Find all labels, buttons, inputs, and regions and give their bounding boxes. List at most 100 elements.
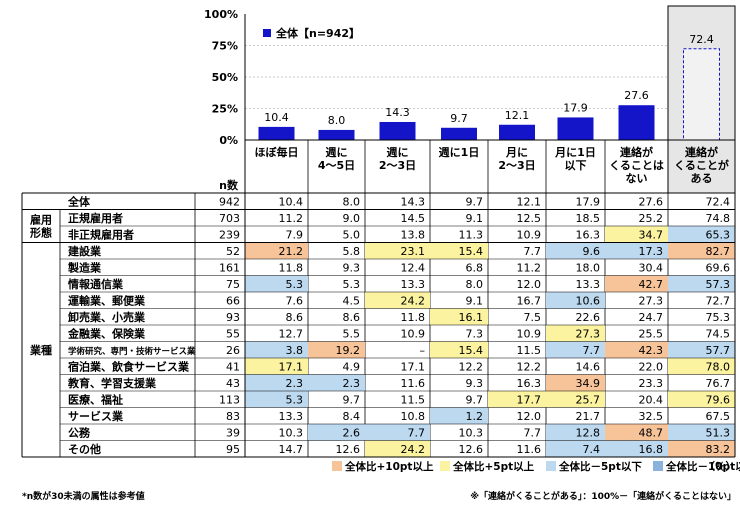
table-cell: 22.0 — [639, 361, 664, 374]
footnote-right: ※「連絡がくることがある」：100%－「連絡がくることはない」 — [470, 490, 736, 502]
table-cell: 57.3 — [706, 278, 731, 291]
table-cell: 32.5 — [639, 410, 664, 423]
table-cell: 11.8 — [279, 262, 304, 275]
table-cell: 2.3 — [286, 377, 304, 390]
table-cell: 25.5 — [639, 328, 664, 341]
cell-highlight — [365, 440, 430, 457]
table-cell: 7.7 — [524, 245, 542, 258]
table-cell: 12.7 — [279, 328, 304, 341]
table-cell: 7.9 — [286, 229, 304, 242]
table-cell: 5.5 — [343, 328, 361, 341]
table-cell: 9.1 — [466, 212, 484, 225]
table-cell: 25.2 — [639, 212, 664, 225]
table-cell: 27.6 — [639, 196, 664, 209]
bar — [258, 126, 295, 140]
table-cell: 14.5 — [401, 212, 426, 225]
table-cell: 9.6 — [583, 245, 601, 258]
table-cell: 4.5 — [343, 295, 361, 308]
row-n: 41 — [226, 361, 240, 374]
row-label: 建設業 — [68, 244, 102, 258]
table-cell: 5.8 — [343, 245, 361, 258]
cell-highlight — [308, 374, 365, 391]
table-cell: 42.3 — [639, 344, 664, 357]
footnote-left: *n数が30未満の属性は参考値 — [22, 490, 145, 502]
cell-highlight — [605, 242, 668, 259]
row-n: 55 — [226, 328, 240, 341]
table-cell: 23.1 — [401, 245, 426, 258]
table-cell: 11.6 — [401, 377, 426, 390]
table-cell: 78.0 — [706, 361, 731, 374]
table-cell: 9.7 — [466, 196, 484, 209]
category-label-line: ある — [691, 172, 713, 185]
table-cell: 42.7 — [639, 278, 664, 291]
row-label: 学術研究、専門・技術サービス業 — [68, 346, 196, 357]
row-label: 卸売業、小売業 — [68, 310, 146, 324]
table-cell: 11.5 — [401, 394, 426, 407]
cell-highlight — [430, 341, 488, 358]
y-tick-label: 25% — [212, 103, 238, 116]
cell-highlight — [546, 341, 605, 358]
row-n: 75 — [226, 278, 240, 291]
table-cell: 21.2 — [279, 245, 304, 258]
table-cell: 75.3 — [706, 311, 731, 324]
row-label: 公務 — [68, 426, 91, 440]
bar — [379, 121, 416, 140]
table-cell: 13.3 — [401, 278, 426, 291]
row-n: 161 — [219, 262, 240, 275]
legend-bottom-swatch — [440, 461, 450, 471]
y-tick-label: 50% — [212, 71, 238, 84]
table-cell: 24.2 — [401, 443, 426, 456]
legend-bottom-swatch — [332, 461, 342, 471]
table-cell: 17.1 — [279, 361, 304, 374]
category-label: 連絡がくることはない — [609, 145, 664, 185]
legend-swatch — [263, 29, 271, 37]
table-cell: 2.3 — [343, 377, 361, 390]
cell-highlight — [605, 226, 668, 243]
table-cell: 74.5 — [706, 328, 731, 341]
table-cell: 8.0 — [343, 196, 361, 209]
row-n: 703 — [219, 212, 240, 225]
bar-value-label: 17.9 — [563, 101, 588, 114]
table-cell: 30.4 — [639, 262, 664, 275]
cell-highlight — [668, 275, 735, 292]
table-cell: 12.1 — [517, 196, 542, 209]
table-cell: 5.3 — [343, 278, 361, 291]
category-label-line: 月に1日 — [554, 146, 596, 159]
cell-highlight — [546, 292, 605, 309]
table-cell: 17.1 — [401, 361, 426, 374]
row-label: 宿泊業、飲食サービス業 — [68, 360, 190, 374]
bar-value-label: 9.7 — [450, 112, 468, 125]
cell-highlight — [365, 242, 430, 259]
table-cell: 12.6 — [459, 443, 484, 456]
row-label: 運輸業、郵便業 — [68, 294, 146, 308]
table-cell: 10.3 — [279, 427, 304, 440]
cell-highlight — [308, 341, 365, 358]
table-cell: 48.7 — [639, 427, 664, 440]
table-cell: 34.7 — [639, 229, 664, 242]
table-cell: 24.7 — [639, 311, 664, 324]
table-cell: 13.3 — [576, 278, 601, 291]
row-label: その他 — [68, 442, 101, 456]
table-cell: 7.3 — [466, 328, 484, 341]
legend-label: 全体【n=942】 — [275, 26, 360, 40]
category-label: 週に1日 — [439, 145, 480, 159]
table-cell: 2.6 — [343, 427, 361, 440]
cell-highlight — [430, 407, 488, 424]
table-cell: 8.4 — [343, 410, 361, 423]
category-label-line: くることは — [609, 159, 664, 172]
table-cell: 16.3 — [576, 229, 601, 242]
category-label-line: 連絡が — [620, 145, 653, 159]
table-cell: 9.0 — [343, 212, 361, 225]
table-cell: 10.3 — [459, 427, 484, 440]
bar-dashed — [683, 48, 720, 141]
category-label: 連絡がくることがある — [674, 145, 729, 185]
table-cell: 69.6 — [706, 262, 731, 275]
table-cell: 16.7 — [517, 295, 542, 308]
row-n: 43 — [226, 377, 240, 390]
cell-highlight — [430, 242, 488, 259]
table-cell: 5.3 — [286, 394, 304, 407]
group-label-line: 形態 — [30, 226, 52, 240]
cell-highlight — [668, 424, 735, 441]
category-label-line: 連絡が — [685, 145, 718, 159]
table-cell: 14.7 — [279, 443, 304, 456]
